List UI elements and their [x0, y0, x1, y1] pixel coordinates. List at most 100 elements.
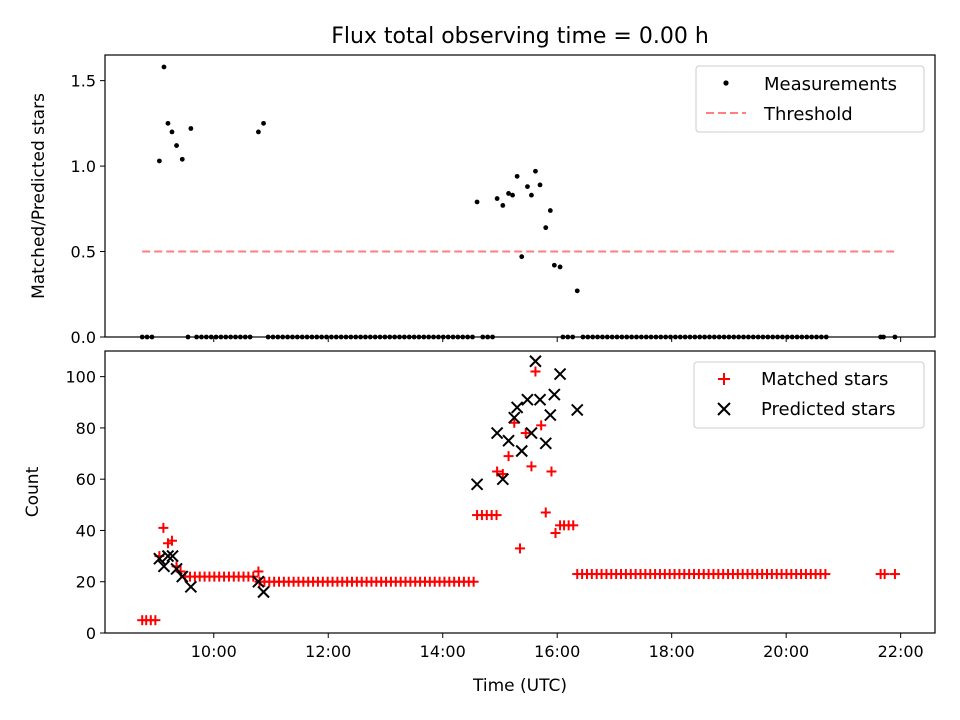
matched-star-point [468, 576, 479, 587]
measurement-point [525, 184, 530, 190]
measurement-point [328, 334, 334, 340]
count-plot: 0 20 40 60 80 100 10:00 12:00 14:00 16:00 18:00 20… [23, 350, 936, 696]
measurement-point [265, 334, 271, 340]
measurement-point [529, 192, 534, 198]
predicted-star-point [548, 388, 561, 401]
predicted-star-point [571, 403, 584, 417]
predicted-star-point [153, 552, 166, 565]
measurement-point [179, 156, 185, 162]
legend-measurements-marker [723, 80, 729, 86]
legend-threshold-label: Threshold [763, 104, 853, 125]
matched-star-point [158, 522, 169, 533]
predicted-star-point [529, 355, 542, 368]
measurement-point [387, 334, 393, 340]
measurement-point [600, 334, 605, 340]
predicted-star-point [166, 549, 179, 563]
measurement-point [333, 334, 339, 340]
measurement-point [799, 334, 805, 340]
matched-star-point [546, 466, 557, 477]
measurement-point [794, 334, 800, 340]
measurement-point [609, 334, 615, 340]
measurement-point [537, 182, 543, 188]
measurement-point [775, 334, 780, 340]
measurement-point [358, 334, 363, 340]
count-x-axis-label: Time (UTC) [472, 676, 567, 696]
measurement-point [343, 334, 349, 340]
matched-star-point [509, 417, 520, 428]
measurement-point [687, 334, 693, 340]
measurement-point [233, 334, 238, 340]
measurement-point [490, 334, 495, 340]
measurement-point [745, 334, 751, 340]
matched-star-point [491, 510, 502, 521]
matched-star-point [503, 451, 514, 462]
measurement-point [892, 334, 898, 340]
measurement-point [750, 334, 756, 340]
measurement-point [595, 334, 600, 340]
x-tick-label: 22:00 [878, 642, 924, 661]
measurement-point [445, 334, 451, 340]
measurement-point [551, 262, 557, 268]
y-tick-label: 40 [76, 521, 96, 540]
measurement-point [261, 120, 266, 126]
measurement-point [431, 334, 436, 340]
measurement-point [514, 173, 520, 179]
matched-star-point [550, 528, 561, 539]
measurement-point [543, 225, 549, 231]
measurement-point [755, 334, 761, 340]
measurement-point [648, 334, 654, 340]
measurement-point [455, 334, 461, 340]
matched-star-point [540, 507, 551, 518]
measurement-point [673, 334, 678, 340]
measurement-point [500, 203, 506, 208]
measurement-point [814, 334, 819, 340]
measurement-point [702, 334, 708, 340]
measurement-point [285, 334, 290, 340]
measurement-point [440, 334, 446, 340]
count-legend: Matched stars Predicted stars [693, 361, 925, 429]
legend-predicted-label: Predicted stars [761, 399, 895, 420]
matched-star-point [515, 543, 525, 554]
measurement-point [574, 288, 580, 294]
x-tick-label: 18:00 [649, 642, 695, 661]
measurement-point [460, 334, 466, 340]
measurement-point [411, 334, 417, 340]
measurement-point [194, 334, 199, 340]
measurement-point [726, 334, 732, 340]
measurement-point [139, 334, 145, 340]
measurement-point [426, 334, 432, 340]
measurement-point [653, 334, 659, 340]
measurement-point [377, 334, 383, 340]
measurement-point [506, 191, 511, 196]
measurement-point [314, 334, 320, 340]
x-tick-label: 16:00 [534, 642, 580, 661]
y-tick-label: 0.0 [71, 328, 96, 347]
measurement-point [213, 334, 219, 340]
measurement-point [557, 264, 563, 270]
measurement-point [421, 334, 427, 340]
measurement-point [149, 334, 155, 340]
measurement-point [818, 334, 824, 340]
predicted-star-point [515, 444, 528, 458]
matched-star-point [820, 569, 831, 580]
measurement-point [406, 334, 412, 340]
measurement-point [480, 334, 486, 340]
predicted-star-point [252, 575, 265, 588]
measurement-point [590, 334, 596, 340]
measurement-point [682, 334, 688, 340]
ratio-legend: Measurements Threshold [695, 65, 925, 133]
measurement-point [280, 334, 286, 340]
predicted-star-point [525, 426, 538, 440]
measurement-point [789, 334, 795, 340]
predicted-star-point [490, 426, 504, 440]
measurement-point [692, 334, 698, 340]
predicted-star-point [170, 562, 183, 576]
predicted-star-point [496, 472, 510, 486]
matched-star-point [166, 535, 177, 546]
measurement-point [809, 334, 815, 340]
measurement-point [275, 334, 281, 340]
chart-title: Flux total observing time = 0.00 h [331, 24, 709, 49]
legend-matched-marker [718, 373, 730, 385]
measurement-point [304, 334, 310, 340]
